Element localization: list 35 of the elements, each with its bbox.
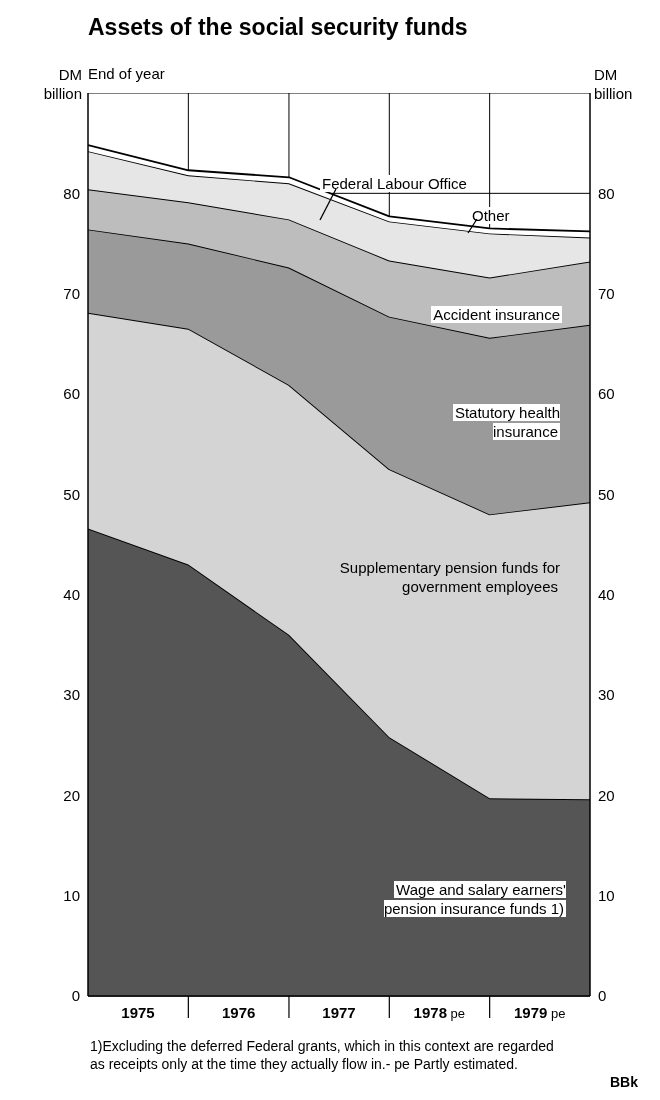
y2-tick-label: 60: [598, 385, 615, 403]
y2-tick-label: 10: [598, 886, 615, 904]
y-axis-title: DM billion: [42, 65, 82, 103]
x-tick-label: 1979 pe: [513, 1004, 566, 1021]
legend-label: Other: [470, 207, 512, 224]
y2-tick-label: 80: [598, 184, 615, 202]
y-tick-label: 50: [63, 485, 80, 503]
y2-tick-label: 70: [598, 284, 615, 302]
y2-axis-title: DM billion: [594, 65, 634, 103]
y-tick-label: 70: [63, 284, 80, 302]
x-tick-label: 1978 pe: [413, 1004, 466, 1021]
chart-title: Assets of the social security funds: [88, 14, 468, 41]
y-tick-label: 60: [63, 385, 80, 403]
text: 1)Excluding the deferred Federal grants, which in this context are regarded as receipts only at the time they actually flow in.- pe Partly estimated.: [90, 1037, 555, 1073]
series-label: Statutory health insurance: [452, 404, 560, 440]
series-label: Accident insurance: [431, 306, 562, 323]
series-label: Federal Labour Office: [320, 175, 469, 192]
chart-subtitle: End of year: [88, 65, 165, 82]
y2-tick-label: 0: [598, 987, 607, 1005]
x-tick-label: 1975: [121, 1004, 155, 1021]
y-tick-label: 10: [63, 886, 80, 904]
x-tick-label: 1976: [221, 1004, 256, 1021]
series-label: Wage and salary earners' pension insurance funds 1): [383, 881, 566, 917]
x-tick-label: 1977: [322, 1004, 356, 1021]
y-tick-label: 80: [63, 184, 80, 202]
y2-tick-label: 20: [598, 786, 615, 804]
y2-tick-label: 30: [598, 686, 615, 704]
y-tick-label: 30: [63, 686, 80, 704]
y-tick-label: 20: [63, 786, 80, 804]
y-tick-label: 0: [71, 987, 80, 1005]
series-label: Supplementary pension funds for government employees: [338, 559, 560, 595]
y-tick-label: 40: [63, 585, 80, 603]
y2-tick-label: 50: [598, 485, 615, 503]
text: BBk: [610, 1074, 639, 1090]
y2-tick-label: 40: [598, 585, 615, 603]
